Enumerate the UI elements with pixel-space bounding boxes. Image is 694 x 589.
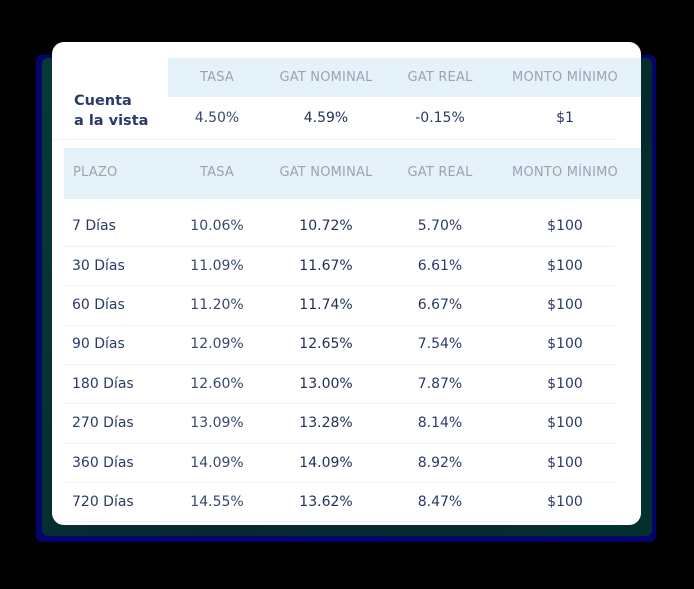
row-gat-real: 7.54%	[417, 336, 463, 352]
row-gat-real: 6.67%	[417, 297, 463, 313]
row-plazo: 270 Días	[72, 415, 134, 431]
row-gat-real: 7.87%	[417, 376, 463, 392]
rates-card: TASA GAT NOMINAL GAT REAL MONTO MÍNIMO C…	[52, 42, 641, 525]
row-tasa: 11.09%	[190, 258, 244, 274]
account-gat-nominal: 4.59%	[303, 110, 349, 126]
row-divider	[64, 364, 615, 365]
row-plazo: 60 Días	[72, 297, 125, 313]
account-tasa: 4.50%	[194, 110, 240, 126]
row-tasa: 10.06%	[190, 218, 244, 234]
row-monto-minimo: $100	[547, 494, 583, 510]
row-plazo: 360 Días	[72, 455, 134, 471]
row-tasa: 12.09%	[190, 336, 244, 352]
term-header-band	[64, 148, 641, 199]
row-gat-nominal: 13.28%	[299, 415, 353, 431]
row-plazo: 30 Días	[72, 258, 125, 274]
term-header-monto-minimo: MONTO MÍNIMO	[512, 165, 618, 180]
row-monto-minimo: $100	[547, 218, 583, 234]
row-monto-minimo: $100	[547, 258, 583, 274]
row-gat-nominal: 11.74%	[299, 297, 353, 313]
row-gat-real: 5.70%	[417, 218, 463, 234]
row-plazo: 7 Días	[72, 218, 116, 234]
row-monto-minimo: $100	[547, 415, 583, 431]
account-gat-real: -0.15%	[415, 110, 465, 126]
row-monto-minimo: $100	[547, 336, 583, 352]
row-tasa: 11.20%	[190, 297, 244, 313]
account-header-monto-minimo: MONTO MÍNIMO	[512, 70, 618, 85]
row-gat-nominal: 13.62%	[299, 494, 353, 510]
row-tasa: 14.55%	[190, 494, 244, 510]
account-monto-minimo: $1	[556, 110, 574, 126]
row-plazo: 180 Días	[72, 376, 134, 392]
row-tasa: 13.09%	[190, 415, 244, 431]
row-gat-nominal: 10.72%	[299, 218, 353, 234]
row-monto-minimo: $100	[547, 297, 583, 313]
row-gat-nominal: 14.09%	[299, 455, 353, 471]
row-gat-real: 6.61%	[417, 258, 463, 274]
row-plazo: 720 Días	[72, 494, 134, 510]
row-monto-minimo: $100	[547, 376, 583, 392]
row-divider	[64, 285, 615, 286]
row-gat-nominal: 13.00%	[299, 376, 353, 392]
row-divider	[64, 443, 615, 444]
row-divider	[64, 403, 615, 404]
row-divider	[64, 482, 615, 483]
account-label-line2: a la vista	[74, 113, 149, 129]
account-label-line1: Cuenta	[74, 93, 132, 109]
row-divider	[64, 325, 615, 326]
row-divider	[64, 521, 615, 522]
account-header-gat-nominal: GAT NOMINAL	[279, 70, 373, 85]
row-gat-real: 8.92%	[417, 455, 463, 471]
row-gat-real: 8.14%	[417, 415, 463, 431]
row-tasa: 14.09%	[190, 455, 244, 471]
row-gat-real: 8.47%	[417, 494, 463, 510]
account-label: Cuenta a la vista	[74, 91, 148, 131]
row-tasa: 12.60%	[190, 376, 244, 392]
row-monto-minimo: $100	[547, 455, 583, 471]
row-gat-nominal: 11.67%	[299, 258, 353, 274]
row-gat-nominal: 12.65%	[299, 336, 353, 352]
account-header-tasa: TASA	[199, 70, 235, 85]
term-header-tasa: TASA	[199, 165, 235, 180]
account-header-band	[168, 58, 641, 97]
section-divider	[52, 139, 615, 140]
term-header-gat-real: GAT REAL	[407, 165, 473, 180]
row-plazo: 90 Días	[72, 336, 125, 352]
row-divider	[64, 246, 615, 247]
term-header-gat-nominal: GAT NOMINAL	[279, 165, 373, 180]
account-header-gat-real: GAT REAL	[407, 70, 473, 85]
term-header-plazo: PLAZO	[73, 165, 118, 180]
